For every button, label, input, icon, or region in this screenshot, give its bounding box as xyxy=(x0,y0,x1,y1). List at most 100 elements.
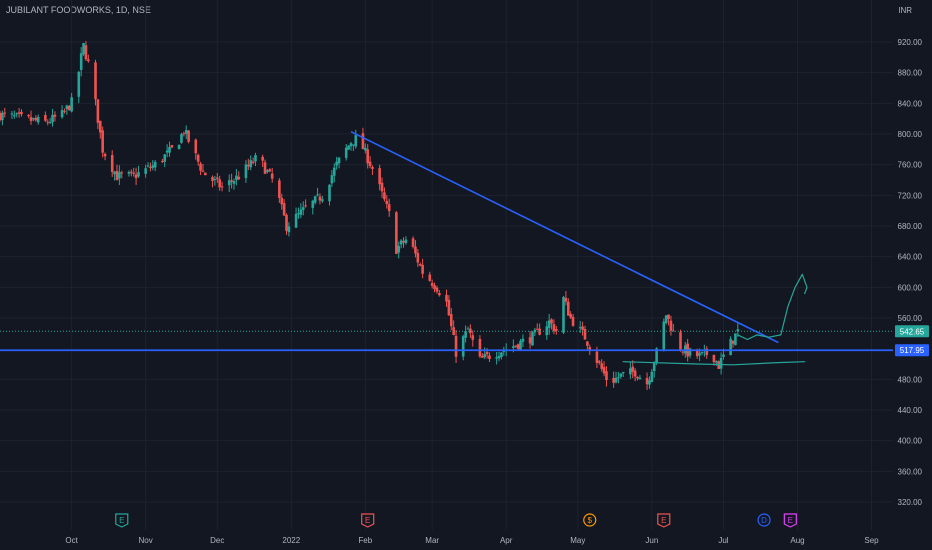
candle-body xyxy=(669,320,673,331)
candle-body xyxy=(46,121,50,123)
candle-body xyxy=(445,294,448,302)
candle-body xyxy=(638,377,642,380)
x-tick-label: Aug xyxy=(790,536,804,545)
x-tick-label: Mar xyxy=(425,536,439,545)
candle-body xyxy=(352,144,355,146)
candle-body xyxy=(13,115,16,117)
candle-body xyxy=(695,349,699,357)
candle-body xyxy=(48,122,52,124)
candle-body xyxy=(566,301,570,316)
axes: 920.00 880.00 840.00 800.00 760.00 720.00 680.… xyxy=(65,38,929,545)
candle-body xyxy=(471,335,475,340)
candle-body xyxy=(631,366,635,372)
candle-body xyxy=(20,111,23,115)
event-label: D xyxy=(761,516,767,525)
candle-body xyxy=(366,149,370,164)
candle-body xyxy=(449,314,453,327)
event-icon xyxy=(115,513,129,528)
candle-body xyxy=(278,180,281,199)
candle-body xyxy=(485,352,489,355)
candle-body xyxy=(636,376,639,379)
candle-body xyxy=(266,170,269,173)
candle-body xyxy=(416,253,420,263)
candle-body xyxy=(600,363,604,369)
candle-body xyxy=(347,145,350,150)
candle-body xyxy=(318,196,322,201)
candle-body xyxy=(134,174,138,179)
candle-body xyxy=(268,169,272,172)
candle-body xyxy=(201,170,205,172)
candle-body xyxy=(182,133,186,135)
candle-body xyxy=(583,328,587,340)
candle-body xyxy=(368,161,372,167)
event-marker: E xyxy=(115,513,129,528)
y-tick-label: 360.00 xyxy=(898,467,923,476)
candle-body xyxy=(180,134,183,143)
candle-body xyxy=(418,264,422,266)
candle-body xyxy=(153,161,157,168)
candle-body xyxy=(247,164,250,167)
candle-body xyxy=(144,168,147,174)
candle-body xyxy=(629,368,632,375)
candle-body xyxy=(244,164,248,178)
candle-body xyxy=(387,204,391,212)
candle-body xyxy=(103,153,107,157)
candle-body xyxy=(555,329,558,331)
candle-body xyxy=(65,105,69,110)
candle-body xyxy=(285,214,288,231)
candle-body xyxy=(82,43,85,55)
candle-body xyxy=(652,362,656,371)
candle-body xyxy=(438,292,441,296)
candle-body xyxy=(235,175,238,180)
candle-body xyxy=(571,316,575,326)
candle-body xyxy=(118,172,121,179)
candle-body xyxy=(512,346,515,348)
candle-body xyxy=(700,351,704,354)
candle-body xyxy=(146,165,150,167)
y-tick-label: 880.00 xyxy=(898,69,923,78)
chart-title: JUBILANT FOODWORKS, 1D, NSE xyxy=(6,5,151,15)
candle-body xyxy=(70,97,73,112)
candle-body xyxy=(538,328,541,335)
candle-body xyxy=(316,194,319,196)
candle-body xyxy=(466,328,470,330)
candle-body xyxy=(60,110,64,118)
candle-body xyxy=(621,372,625,374)
candle-body xyxy=(53,114,57,117)
candle-body xyxy=(51,114,54,123)
candle-body xyxy=(648,380,651,385)
candle-body xyxy=(564,297,568,302)
candle-body xyxy=(32,118,35,120)
candle-body xyxy=(681,351,685,353)
event-icon xyxy=(583,513,597,527)
event-label: E xyxy=(119,516,124,525)
candle-body xyxy=(399,240,403,245)
candle-body xyxy=(535,328,539,330)
y-tick-label: 320.00 xyxy=(898,498,923,507)
candle-body xyxy=(87,59,90,62)
candle-body xyxy=(77,71,81,97)
candle-body xyxy=(213,178,217,180)
candle-body xyxy=(110,155,114,173)
candle-body xyxy=(464,331,467,338)
candle-body xyxy=(237,176,241,180)
x-tick-label: Sep xyxy=(864,536,879,545)
y-tick-label: 600.00 xyxy=(898,283,923,292)
events: E E $ E D E xyxy=(115,513,797,528)
candle-body xyxy=(602,367,606,374)
candle-body xyxy=(664,315,668,323)
candle-body xyxy=(712,354,716,363)
candle-body xyxy=(161,160,164,162)
candle-body xyxy=(519,340,522,351)
candle-body xyxy=(497,355,501,359)
candle-body xyxy=(287,226,291,233)
candle-body xyxy=(349,143,353,147)
candle-body xyxy=(736,329,740,332)
candle-body xyxy=(655,348,658,363)
candle-body xyxy=(10,113,14,115)
candle-body xyxy=(598,361,601,363)
candle-body xyxy=(404,239,408,244)
candle-body xyxy=(478,338,482,357)
candle-body xyxy=(414,246,417,254)
